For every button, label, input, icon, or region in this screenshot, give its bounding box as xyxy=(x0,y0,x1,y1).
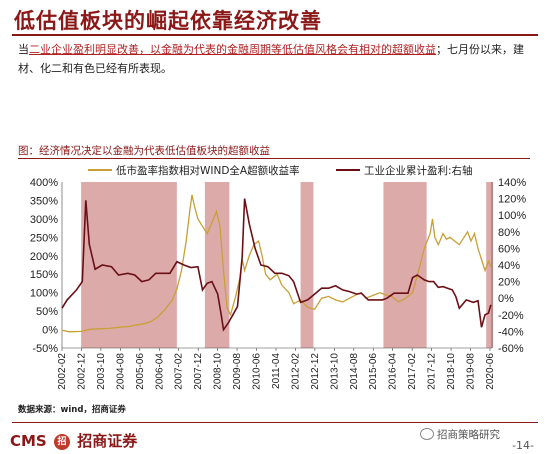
x-tick-label: 2019-08 xyxy=(466,353,477,390)
x-tick-label: 2016-04 xyxy=(388,353,399,390)
y-left-tick-label: 400% xyxy=(30,177,58,189)
y-right-tick-label: 60% xyxy=(498,243,520,255)
y-right-tick-label: 120% xyxy=(498,194,526,206)
x-tick-label: 2011-04 xyxy=(271,353,282,389)
x-tick-label: 2020-06 xyxy=(485,353,496,390)
wechat-icon xyxy=(420,428,434,440)
logo-cn: 招商证券 xyxy=(77,432,138,450)
data-source: 数据来源：wind，招商证券 xyxy=(18,405,126,415)
x-tick-label: 2007-02 xyxy=(174,353,185,390)
y-right-tick-label: 80% xyxy=(498,227,520,239)
y-left-tick-label: 250% xyxy=(30,232,58,244)
x-tick-label: 2007-12 xyxy=(193,353,204,390)
y-left-tick-label: 300% xyxy=(30,214,58,226)
logo-seal-icon: 招 xyxy=(53,434,70,450)
chart-divider xyxy=(18,158,530,159)
wechat-label: 招商策略研究 xyxy=(437,429,500,441)
shaded-period-1 xyxy=(204,182,230,348)
x-tick-label: 2003-10 xyxy=(96,353,107,390)
x-tick-label: 2009-08 xyxy=(232,353,243,390)
x-tick-label: 2017-12 xyxy=(427,353,438,390)
y-right-tick-label: -20% xyxy=(498,310,524,322)
legend-label-1: 工业企业累计盈利:右轴 xyxy=(364,164,473,177)
y-left-tick-label: 100% xyxy=(30,288,58,300)
logo-text: CMS xyxy=(10,432,47,450)
slide-title: 低估值板块的崛起依靠经济改善 xyxy=(14,8,322,33)
y-right-tick-label: 20% xyxy=(498,277,520,289)
y-right-tick-label: -60% xyxy=(498,343,524,355)
paragraph-prefix: 当 xyxy=(18,43,29,56)
x-tick-label: 2008-10 xyxy=(213,353,224,390)
x-tick-label: 2005-06 xyxy=(135,353,146,390)
shaded-period-0 xyxy=(81,182,177,348)
shaded-period-2 xyxy=(300,182,314,348)
y-left-tick-label: 200% xyxy=(30,251,58,263)
page-number: -14- xyxy=(512,439,534,452)
excess-return-chart: -50% 0% 50% 100% 150% 200% 250% 300% 350% 400% -60… xyxy=(30,164,526,390)
x-tick-label: 2013-10 xyxy=(329,353,340,390)
paragraph-suffix: ；七月份以来，建材、化二和有色已经有所表现。 xyxy=(18,43,524,75)
y-left-tick-label: 150% xyxy=(30,269,58,281)
y-right-tick-label: 140% xyxy=(498,177,526,189)
paragraph-highlight: 二业企业盈利明显改善，以金融为代表的金融周期等低估值风格会有相对的超额收益 xyxy=(29,43,436,56)
y-right-tick-label: 40% xyxy=(498,260,520,272)
x-tick-label: 2015-06 xyxy=(368,353,379,390)
x-tick-label: 2018-10 xyxy=(446,353,457,390)
x-tick-label: 2012-02 xyxy=(290,353,301,390)
x-tick-label: 2002-12 xyxy=(76,353,87,390)
y-right-tick-label: -40% xyxy=(498,326,524,338)
y-left-tick-label: -50% xyxy=(32,343,58,355)
y-left-tick-label: 0% xyxy=(42,325,58,337)
cms-logo: CMS 招 招商证券 xyxy=(10,430,137,451)
wechat-tag: 招商策略研究 xyxy=(420,427,500,442)
x-tick-label: 2004-08 xyxy=(115,353,126,390)
summary-paragraph: 当二业企业盈利明显改善，以金融为代表的金融周期等低估值风格会有相对的超额收益；七… xyxy=(18,40,538,78)
x-tick-label: 2010-06 xyxy=(252,353,263,390)
y-left-tick-label: 50% xyxy=(36,306,58,318)
x-tick-label: 2017-02 xyxy=(407,353,418,390)
y-left-tick-label: 350% xyxy=(30,195,58,207)
title-divider xyxy=(12,34,538,36)
legend-label-0: 低市盈率指数相对WIND全A超额收益率 xyxy=(116,164,300,177)
x-tick-label: 2014-08 xyxy=(349,353,360,390)
y-right-tick-label: 0% xyxy=(498,293,514,305)
x-tick-label: 2002-02 xyxy=(57,353,68,390)
series-line-industrial-profit xyxy=(61,198,492,332)
chart-heading: 图：经济情况决定以金融为代表低估值板块的超额收益 xyxy=(18,145,270,157)
footer-divider xyxy=(12,422,538,423)
x-tick-label: 2006-04 xyxy=(154,353,165,390)
x-tick-label: 2012-12 xyxy=(310,353,321,390)
y-right-tick-label: 100% xyxy=(498,210,526,222)
series-line-low-pe-excess-return xyxy=(61,194,492,333)
